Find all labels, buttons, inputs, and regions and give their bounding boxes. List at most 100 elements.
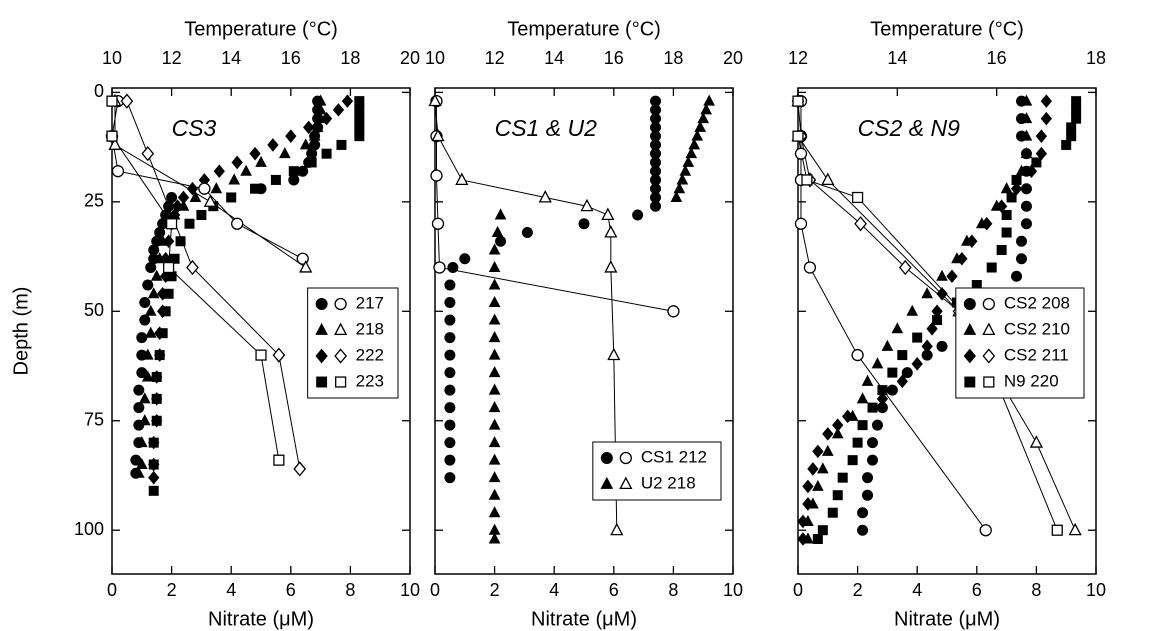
- temperature-point: [936, 269, 948, 281]
- panel-label: CS1 & U2: [495, 115, 597, 141]
- legend-marker-filled: [963, 348, 976, 364]
- temperature-point: [1020, 183, 1032, 195]
- temperature-point: [676, 173, 689, 185]
- x-tick-label: 2: [167, 580, 177, 600]
- temperature-point: [981, 216, 993, 231]
- temperature-point: [1001, 227, 1012, 238]
- temperature-point: [670, 190, 683, 202]
- temperature-point: [488, 366, 501, 378]
- temperature-point: [133, 384, 145, 396]
- temperature-point: [817, 462, 829, 474]
- temperature-point: [288, 174, 300, 186]
- nitrate-line: [114, 101, 306, 268]
- nitrate-point: [604, 260, 618, 273]
- legend-marker-filled: [600, 476, 614, 489]
- temperature-point: [303, 120, 315, 135]
- nitrate-point: [604, 225, 618, 238]
- legend-label: 222: [356, 345, 384, 364]
- y-axis-title: Depth (m): [10, 287, 32, 376]
- nitrate-point: [792, 95, 804, 107]
- temperature-point: [1001, 209, 1012, 220]
- nitrate-point: [610, 522, 624, 536]
- temperature-point: [703, 94, 715, 106]
- temperature-point: [877, 385, 888, 396]
- x2-tick-label: 18: [1086, 48, 1106, 68]
- legend-marker-open: [982, 322, 996, 336]
- legend-marker-filled: [963, 298, 976, 310]
- temperature-point: [491, 225, 504, 237]
- legend-label: 217: [356, 293, 384, 312]
- temperature-point: [996, 245, 1007, 255]
- temperature-point: [135, 436, 148, 448]
- temperature-point: [1011, 270, 1023, 282]
- nitrate-point: [165, 218, 178, 230]
- temperature-point: [495, 235, 507, 247]
- x2-tick-label: 10: [102, 48, 122, 68]
- temperature-point: [320, 111, 333, 126]
- temperature-point: [142, 279, 154, 291]
- temperature-point: [135, 457, 148, 470]
- temperature-point: [488, 532, 501, 544]
- temperature-point: [802, 497, 814, 511]
- temperature-point: [1020, 112, 1033, 124]
- temperature-point: [141, 370, 154, 382]
- temperature-point: [946, 269, 958, 284]
- temperature-point: [966, 234, 978, 249]
- nitrate-point: [821, 172, 835, 185]
- temperature-point: [837, 472, 848, 483]
- temperature-point: [821, 444, 834, 456]
- temperature-point: [685, 147, 698, 159]
- temperature-point: [1016, 235, 1027, 247]
- temperature-point: [177, 190, 190, 205]
- temperature-point: [228, 173, 241, 185]
- x-axis-title: Nitrate (μM): [894, 608, 1000, 630]
- temperature-point: [876, 392, 889, 406]
- nitrate-point: [255, 349, 267, 361]
- plot-frame: [797, 87, 1097, 575]
- legend-marker-filled: [315, 298, 328, 310]
- nitrate-point: [794, 217, 808, 230]
- temperature-point: [867, 402, 878, 413]
- legend: 217 218 222 223: [307, 287, 399, 399]
- temperature-point: [852, 437, 863, 448]
- temperature-point: [444, 332, 456, 344]
- temperature-point: [812, 444, 824, 459]
- temperature-point: [1020, 218, 1032, 230]
- temperature-point: [169, 253, 180, 264]
- temperature-point: [139, 314, 151, 326]
- nitrate-point: [203, 194, 217, 207]
- temperature-point: [175, 236, 186, 247]
- plot-frame: [434, 87, 734, 575]
- temperature-point: [488, 506, 501, 518]
- temperature-point: [896, 374, 908, 389]
- y-tick-label: 50: [84, 300, 104, 320]
- temperature-point: [827, 507, 838, 518]
- temperature-point: [673, 182, 686, 194]
- temperature-point: [832, 418, 844, 432]
- temperature-point: [459, 253, 471, 265]
- x-tick-label: 8: [1031, 580, 1041, 600]
- temperature-point: [444, 279, 456, 291]
- nitrate-point: [601, 207, 615, 221]
- legend-marker-open: [982, 348, 996, 364]
- temperature-point: [856, 392, 869, 404]
- temperature-point: [1020, 129, 1033, 141]
- y-tick-label: 100: [74, 519, 104, 539]
- temperature-point: [887, 367, 898, 378]
- legend-marker-open: [983, 376, 995, 388]
- temperature-point: [861, 374, 874, 386]
- temperature-point: [812, 533, 823, 544]
- x2-tick-label: 18: [340, 48, 360, 68]
- temperature-point: [912, 332, 923, 343]
- y-tick-label: 0: [94, 81, 104, 101]
- nitrate-point: [898, 259, 912, 276]
- legend-marker-filled: [315, 322, 328, 335]
- temperature-point: [163, 288, 174, 299]
- temperature-point: [802, 479, 814, 494]
- temperature-point: [444, 314, 456, 326]
- temperature-point: [488, 383, 501, 395]
- x-tick-label: 6: [972, 580, 982, 600]
- temperature-point: [867, 437, 878, 449]
- legend-label: CS2 211: [1004, 345, 1069, 364]
- nitrate-point: [851, 348, 864, 362]
